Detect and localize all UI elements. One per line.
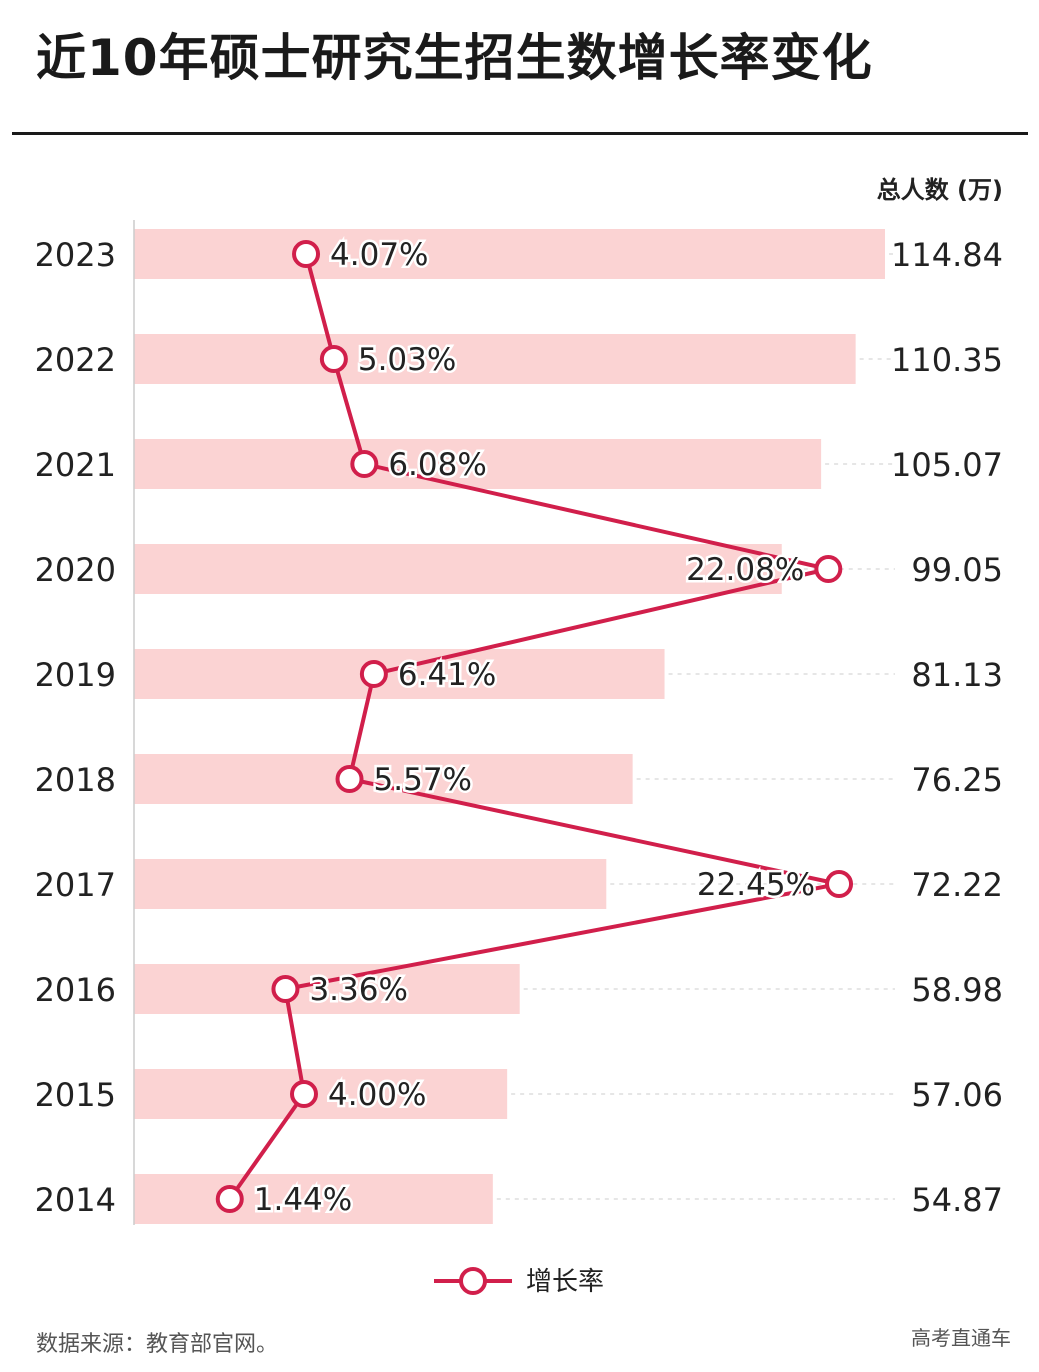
growth-rate-point: [814, 555, 843, 583]
growth-rate-labels: 4.07% 5.03% 6.08% 22.08% 6.41% 5.57% 22.45% 3.3…: [251, 235, 817, 1221]
bar-2017: [134, 859, 607, 909]
growth-rate-point: [335, 765, 364, 793]
legend: 增长率: [434, 1267, 604, 1297]
title-divider: [12, 132, 1028, 135]
category-label: 2014: [35, 1181, 116, 1219]
growth-rate-label: 22.45%: [697, 867, 815, 903]
growth-rate-point: [290, 1080, 318, 1108]
value-label: 58.98: [911, 971, 1003, 1009]
growth-rate-label: 4.07%: [330, 237, 428, 273]
growth-rate-point: [319, 345, 348, 373]
value-unit-label: 总人数 (万): [877, 176, 1003, 204]
value-label: 57.06: [911, 1076, 1003, 1114]
value-labels: 114.84 110.35 105.07 99.05 81.13 76.25 72.22 58…: [891, 236, 1003, 1219]
bar-2022: [134, 334, 856, 384]
category-label: 2021: [35, 446, 116, 484]
value-label: 54.87: [911, 1181, 1003, 1219]
category-label: 2022: [35, 341, 116, 379]
growth-rate-label: 4.00%: [328, 1077, 426, 1113]
growth-rate-label: 5.57%: [374, 762, 472, 798]
bar-2023: [134, 229, 885, 279]
bar-2016: [134, 964, 520, 1014]
chart-title: 近10年硕士研究生招生数增长率变化: [36, 29, 873, 87]
value-label: 81.13: [911, 656, 1003, 694]
growth-rate-line: [228, 253, 841, 1201]
value-label: 99.05: [911, 551, 1003, 589]
growth-rate-label: 5.03%: [358, 342, 456, 378]
value-label: 72.22: [911, 866, 1003, 904]
growth-rate-point: [359, 660, 388, 688]
gridlines: [496, 253, 895, 1200]
legend-label: 增长率: [526, 1267, 604, 1297]
legend-marker: [459, 1267, 487, 1295]
growth-rate-label: 6.08%: [388, 447, 486, 483]
bar-2015: [134, 1069, 508, 1119]
growth-rate-point: [350, 450, 379, 478]
source-note: 数据来源：教育部官网。: [36, 1332, 279, 1357]
bar-2019: [134, 649, 665, 699]
growth-rate-points: [215, 240, 854, 1213]
growth-rate-point: [215, 1185, 244, 1213]
value-label: 76.25: [911, 761, 1003, 799]
category-label: 2018: [35, 761, 116, 799]
growth-rate-label: 6.41%: [398, 657, 496, 693]
value-label: 110.35: [891, 341, 1003, 379]
growth-rate-label: 22.08%: [686, 552, 804, 588]
growth-rate-label: 3.36%: [309, 972, 407, 1008]
bar-2020: [134, 544, 782, 594]
growth-rate-label: 1.44%: [254, 1182, 352, 1218]
growth-rate-point: [825, 870, 854, 898]
bar-2021: [134, 439, 822, 489]
bars: [134, 229, 885, 1224]
category-label: 2023: [35, 236, 116, 274]
brand-label: 高考直通车: [911, 1326, 1011, 1350]
category-label: 2017: [35, 866, 116, 904]
growth-rate-point: [292, 240, 321, 268]
category-label: 2020: [35, 551, 116, 589]
bar-2014: [134, 1174, 493, 1224]
category-labels: 2023 2022 2021 2020 2019 2018 2017 2016 2015 2014: [35, 236, 116, 1219]
category-label: 2019: [35, 656, 116, 694]
value-label: 105.07: [891, 446, 1003, 484]
growth-rate-point: [271, 975, 300, 1003]
category-label: 2015: [35, 1076, 116, 1114]
category-label: 2016: [35, 971, 116, 1009]
value-label: 114.84: [891, 236, 1003, 274]
bar-2018: [134, 754, 633, 804]
